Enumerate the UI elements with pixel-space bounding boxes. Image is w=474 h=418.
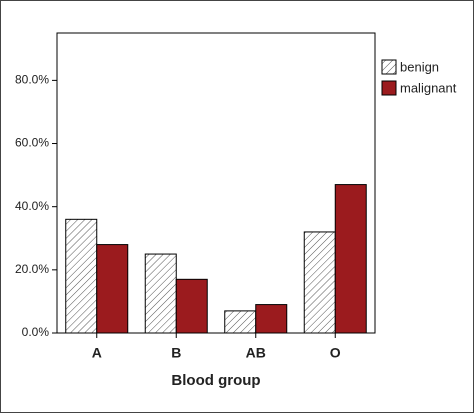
- y-tick-label: 20.0%: [15, 262, 49, 276]
- x-tick-label: B: [171, 345, 181, 361]
- y-tick-label: 60.0%: [15, 136, 49, 150]
- bar: [334, 184, 367, 334]
- bar: [224, 310, 257, 334]
- legend-label: benign: [400, 59, 439, 74]
- bar: [65, 218, 98, 334]
- y-tick-label: 80.0%: [15, 73, 49, 87]
- bar: [303, 231, 336, 334]
- bar: [96, 244, 129, 334]
- bar: [144, 253, 177, 334]
- bar: [175, 278, 208, 334]
- bar: [255, 304, 288, 334]
- x-tick-label: O: [330, 345, 341, 361]
- legend-label: malignant: [400, 80, 457, 95]
- y-tick-label: 40.0%: [15, 199, 49, 213]
- legend-swatch: [381, 59, 397, 75]
- x-tick-label: A: [92, 345, 102, 361]
- x-axis-label: Blood group: [171, 372, 260, 389]
- y-tick-label: 0.0%: [22, 325, 50, 339]
- x-tick-label: AB: [246, 345, 266, 361]
- legend-swatch: [381, 80, 397, 96]
- plot-frame: [56, 32, 376, 334]
